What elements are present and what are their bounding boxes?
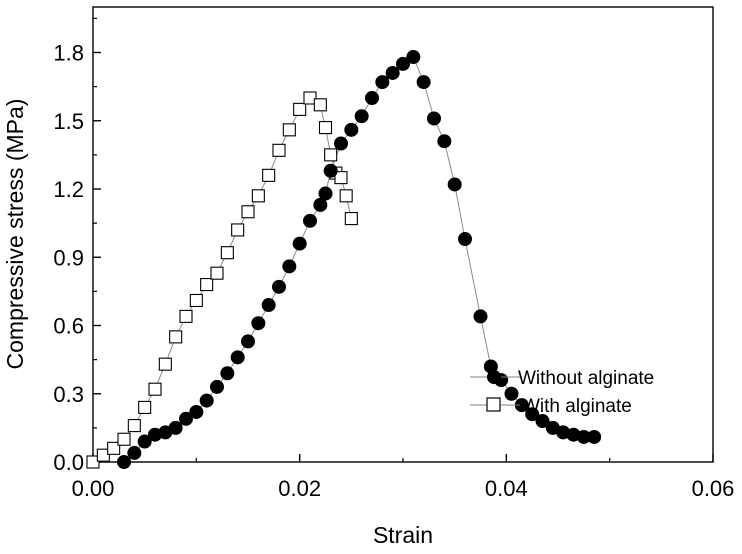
y-tick-label: 0.3 (53, 382, 84, 407)
y-tick-label: 0.0 (53, 450, 84, 475)
y-tick-label: 0.6 (53, 314, 84, 339)
data-point-without-alginate (189, 405, 203, 419)
data-point-with-alginate (294, 103, 306, 115)
data-point-with-alginate (263, 169, 275, 181)
data-point-with-alginate (128, 420, 140, 432)
legend-label-without-alginate: Without alginate (518, 368, 654, 389)
data-point-without-alginate (262, 298, 276, 312)
x-axis-label: Strain (373, 522, 433, 548)
legend-marker-without-alginate (487, 370, 501, 384)
y-tick-label: 0.9 (53, 245, 84, 270)
data-point-without-alginate (406, 50, 420, 64)
data-point-without-alginate (210, 380, 224, 394)
data-point-with-alginate (118, 433, 130, 445)
data-point-with-alginate (273, 144, 285, 156)
data-point-with-alginate (201, 279, 213, 291)
legend: Without alginate With alginate (470, 368, 654, 417)
data-point-with-alginate (314, 99, 326, 111)
data-point-with-alginate (211, 267, 223, 279)
data-point-without-alginate (448, 177, 462, 191)
x-tick-label: 0.04 (485, 476, 528, 501)
data-point-with-alginate (190, 294, 202, 306)
data-point-without-alginate (474, 309, 488, 323)
data-point-with-alginate (242, 206, 254, 218)
data-point-with-alginate (345, 213, 357, 225)
data-point-without-alginate (417, 75, 431, 89)
y-tick-label: 1.2 (53, 177, 84, 202)
data-point-without-alginate (437, 134, 451, 148)
data-point-without-alginate (324, 164, 338, 178)
data-point-with-alginate (180, 310, 192, 322)
data-point-without-alginate (319, 187, 333, 201)
data-point-without-alginate (334, 137, 348, 151)
data-point-without-alginate (458, 232, 472, 246)
y-tick-label: 1.8 (53, 41, 84, 66)
data-point-with-alginate (340, 190, 352, 202)
data-point-without-alginate (427, 111, 441, 125)
data-point-without-alginate (303, 214, 317, 228)
y-tick-label: 1.5 (53, 109, 84, 134)
x-tick-label: 0.02 (278, 476, 321, 501)
data-point-with-alginate (221, 247, 233, 259)
y-axis-label: Compressive stress (MPa) (2, 99, 28, 370)
data-point-with-alginate (325, 149, 337, 161)
legend-label-with-alginate: With alginate (522, 396, 632, 417)
data-point-without-alginate (231, 350, 245, 364)
data-point-without-alginate (200, 394, 214, 408)
data-point-without-alginate (587, 430, 601, 444)
data-point-without-alginate (365, 91, 379, 105)
data-point-without-alginate (127, 446, 141, 460)
x-tick-label: 0.06 (692, 476, 735, 501)
data-point-without-alginate (282, 259, 296, 273)
data-point-with-alginate (170, 331, 182, 343)
data-point-with-alginate (252, 190, 264, 202)
data-point-with-alginate (283, 124, 295, 136)
data-point-with-alginate (149, 383, 161, 395)
data-point-without-alginate (293, 237, 307, 251)
plot-frame (93, 7, 713, 462)
data-point-without-alginate (344, 123, 358, 137)
data-point-without-alginate (220, 366, 234, 380)
data-point-without-alginate (505, 387, 519, 401)
data-point-without-alginate (241, 334, 255, 348)
data-point-with-alginate (232, 224, 244, 236)
data-point-with-alginate (320, 122, 332, 134)
legend-marker-with-alginate (487, 398, 500, 411)
x-tick-label: 0.00 (72, 476, 115, 501)
series-line (93, 98, 351, 462)
data-point-without-alginate (272, 280, 286, 294)
data-point-with-alginate (159, 358, 171, 370)
data-point-without-alginate (355, 109, 369, 123)
data-point-with-alginate (139, 401, 151, 413)
data-point-without-alginate (251, 316, 265, 330)
